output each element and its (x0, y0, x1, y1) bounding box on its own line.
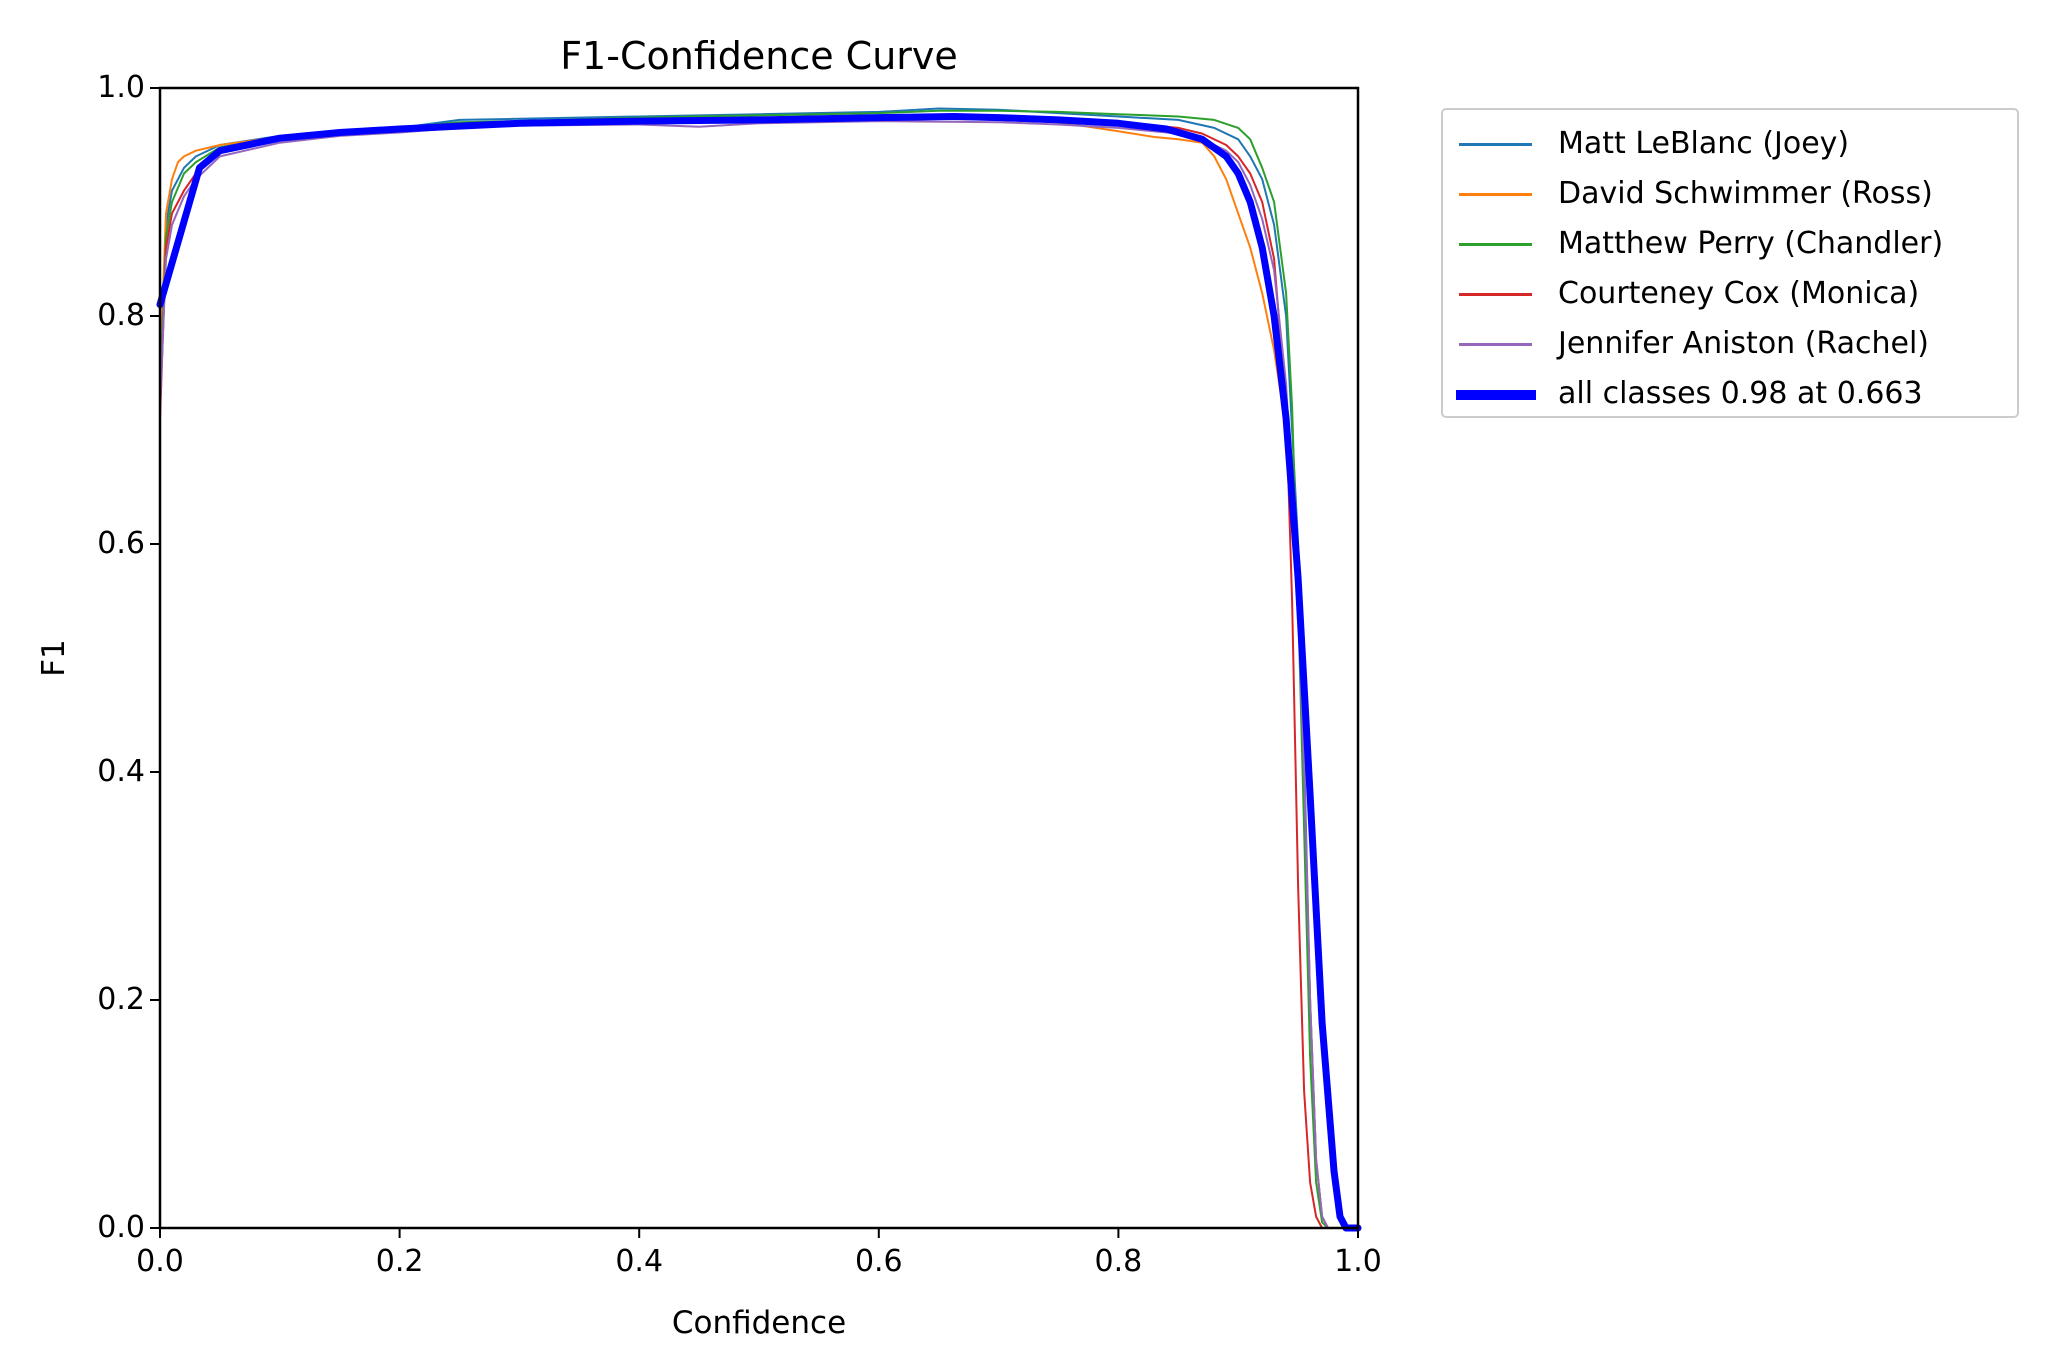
x-tick-label: 0.2 (375, 1244, 424, 1279)
y-axis-label: F1 (36, 639, 72, 677)
series-line (159, 109, 1359, 1229)
legend-label: Jennifer Aniston (Rachel) (1558, 326, 1930, 361)
axis-ticks (150, 87, 1359, 1238)
x-tick-label: 1.0 (1334, 1244, 1382, 1279)
x-tick-label: 0.4 (615, 1244, 664, 1279)
y-tick-label: 0.2 (97, 982, 145, 1017)
series-line (156, 113, 1362, 1232)
legend-item-chandler: Matthew Perry (Chandler) (1443, 222, 2017, 266)
legend-label: Courteney Cox (Monica) (1558, 276, 1920, 311)
x-tick-label: 0.8 (1094, 1244, 1143, 1279)
legend-item-rachel: Jennifer Aniston (Rachel) (1443, 322, 2017, 366)
legend-line-icon (1456, 390, 1536, 400)
chart-title: F1-Confidence Curve (560, 34, 958, 78)
legend-item-monica: Courteney Cox (Monica) (1443, 272, 2017, 316)
legend-item-ross: David Schwimmer (Ross) (1443, 172, 2017, 216)
legend-line-icon (1459, 343, 1532, 346)
y-tick-label: 1.0 (97, 70, 145, 105)
legend-line-icon (1459, 193, 1532, 196)
legend-line-icon (1459, 143, 1532, 146)
y-tick-label: 0.8 (97, 298, 145, 333)
x-tick-label: 0.0 (136, 1244, 184, 1279)
x-axis-label: Confidence (671, 1305, 847, 1341)
legend-item-joey: Matt LeBlanc (Joey) (1443, 122, 2017, 166)
series-line (159, 107, 1359, 1229)
plot-frame (158, 86, 1360, 1230)
legend-line-icon (1459, 243, 1532, 246)
y-tick-label: 0.4 (97, 754, 145, 789)
plot-curves (156, 107, 1362, 1232)
y-tick-label: 0.0 (97, 1210, 145, 1245)
series-line (159, 115, 1359, 1229)
legend-item-all-classes: all classes 0.98 at 0.663 (1443, 372, 2017, 416)
series-line (159, 116, 1359, 1229)
series-line (159, 120, 1359, 1229)
x-tick-label: 0.6 (854, 1244, 903, 1279)
legend-line-icon (1459, 293, 1532, 296)
legend-label: Matthew Perry (Chandler) (1558, 226, 1944, 261)
legend-label: David Schwimmer (Ross) (1558, 176, 1933, 211)
chart-legend: Matt LeBlanc (Joey) David Schwimmer (Ros… (1441, 108, 2019, 418)
legend-label: Matt LeBlanc (Joey) (1558, 126, 1850, 161)
legend-label: all classes 0.98 at 0.663 (1558, 376, 1923, 411)
y-tick-label: 0.6 (97, 526, 145, 561)
